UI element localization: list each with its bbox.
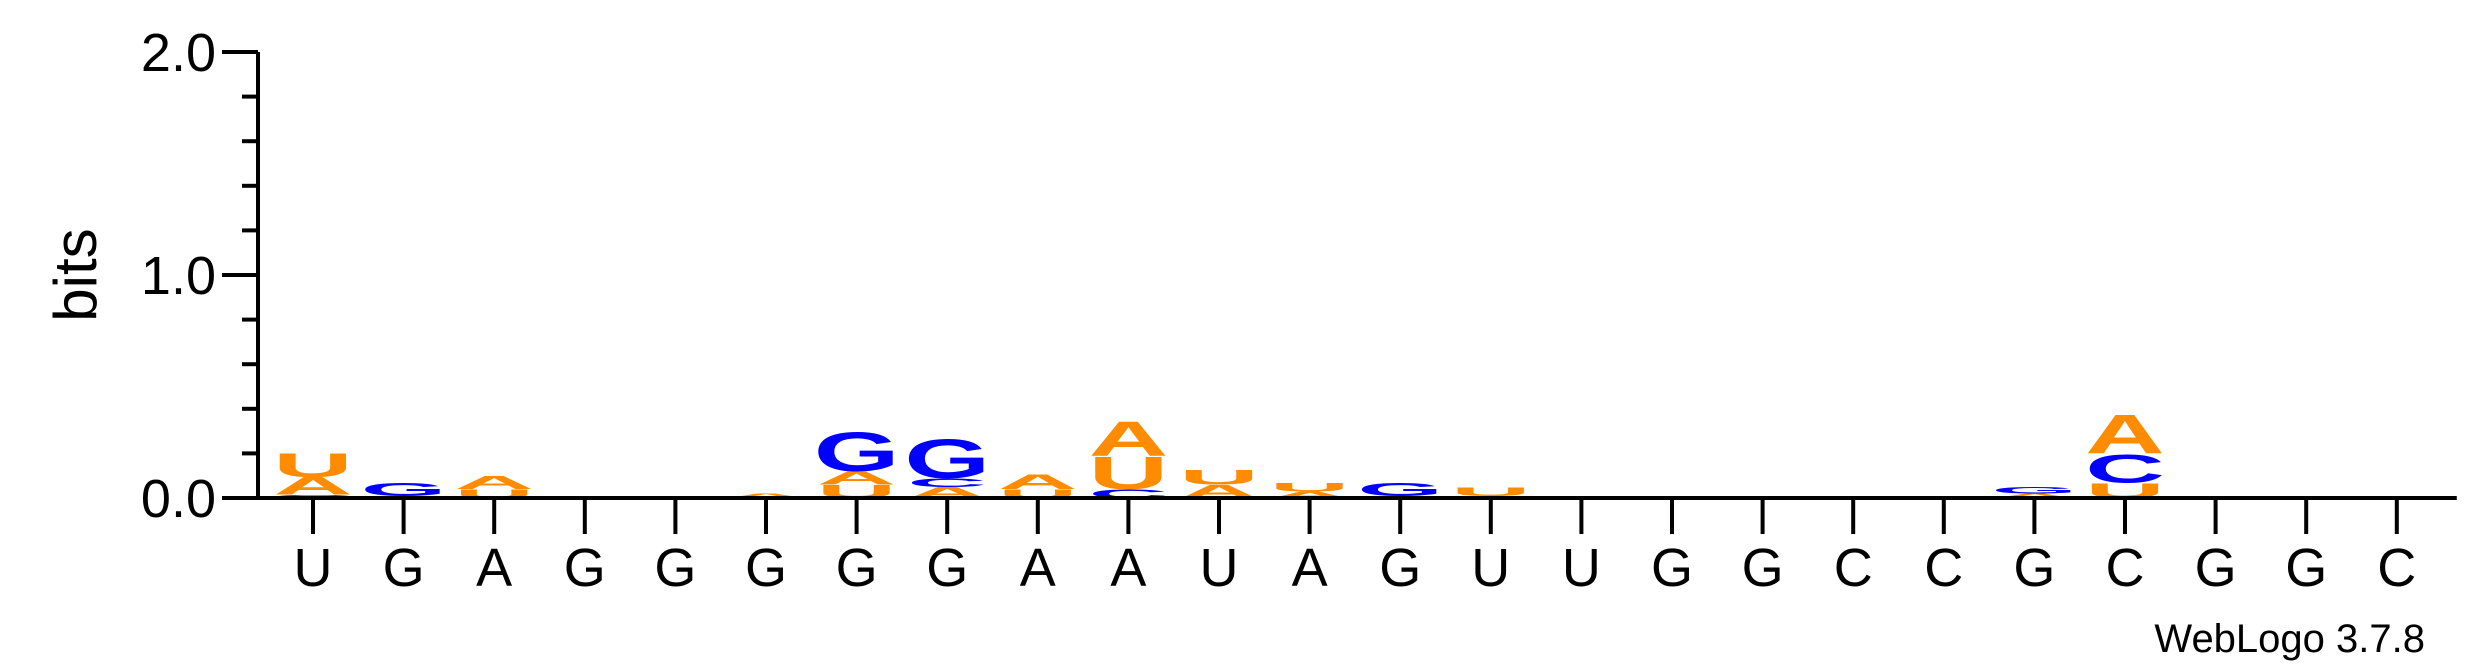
position-label: G bbox=[564, 538, 606, 598]
weblogo-version-label: WebLogo 3.7.8 bbox=[2154, 617, 2425, 661]
position-label: U bbox=[1200, 538, 1239, 598]
position-label: C bbox=[1834, 538, 1873, 598]
logo-letter-g: G bbox=[814, 421, 900, 484]
logo-letter-g: G bbox=[904, 428, 990, 491]
logo-letter-c: C bbox=[907, 476, 987, 490]
position-label: G bbox=[2013, 538, 2055, 598]
position-label: G bbox=[1379, 538, 1421, 598]
position-label: A bbox=[1110, 538, 1146, 598]
logo-letter-g: G bbox=[1992, 485, 2078, 495]
logo-letter-a: A bbox=[998, 469, 1078, 493]
logo-letter-a: A bbox=[2085, 403, 2165, 466]
position-label: G bbox=[745, 538, 787, 598]
position-label: U bbox=[1562, 538, 1601, 598]
logo-letter-a: A bbox=[273, 472, 353, 500]
y-axis-label: bits bbox=[42, 228, 109, 321]
logo-letter-u: U bbox=[1089, 447, 1169, 499]
position-label: A bbox=[1292, 538, 1328, 598]
logo-letter-u: U bbox=[1270, 480, 1350, 494]
position-label: G bbox=[926, 538, 968, 598]
logo-letter-u: U bbox=[1179, 465, 1259, 489]
y-axis: 0.0 1.0 2.0 bbox=[141, 23, 260, 529]
logo-letter-a: A bbox=[726, 492, 806, 499]
position-label: A bbox=[476, 538, 512, 598]
logo-letter-u: U bbox=[1451, 485, 1531, 499]
position-label: U bbox=[294, 538, 333, 598]
position-label: G bbox=[2195, 538, 2237, 598]
logo-letter-g: G bbox=[361, 479, 447, 500]
logo-letter-u: U bbox=[273, 446, 353, 484]
position-label: G bbox=[1742, 538, 1784, 598]
y-tick-label: 2.0 bbox=[141, 23, 216, 83]
position-label: G bbox=[836, 538, 878, 598]
position-label: C bbox=[2106, 538, 2145, 598]
position-label: U bbox=[1471, 538, 1510, 598]
logo-letter-a: A bbox=[454, 472, 534, 493]
logo-letter-a: A bbox=[1995, 492, 2075, 499]
position-label: C bbox=[2377, 538, 2416, 598]
logo-stacks: CAUAGUAUUAUAGACGUACUAAUAUUGAUAGUCA bbox=[273, 403, 2165, 503]
logo-letter-c: C bbox=[2085, 446, 2165, 491]
position-label: G bbox=[1651, 538, 1693, 598]
logo-letter-a: A bbox=[817, 468, 897, 489]
logo-letter-a: A bbox=[1270, 490, 1350, 500]
logo-letter-a: A bbox=[1089, 412, 1169, 467]
position-label: G bbox=[383, 538, 425, 598]
position-label: G bbox=[2285, 538, 2327, 598]
position-label: G bbox=[654, 538, 696, 598]
position-label: A bbox=[1020, 538, 1056, 598]
position-label: C bbox=[1924, 538, 1963, 598]
logo-letter-g: G bbox=[1357, 479, 1443, 500]
y-tick-label: 0.0 bbox=[141, 469, 216, 529]
y-tick-label: 1.0 bbox=[141, 246, 216, 306]
